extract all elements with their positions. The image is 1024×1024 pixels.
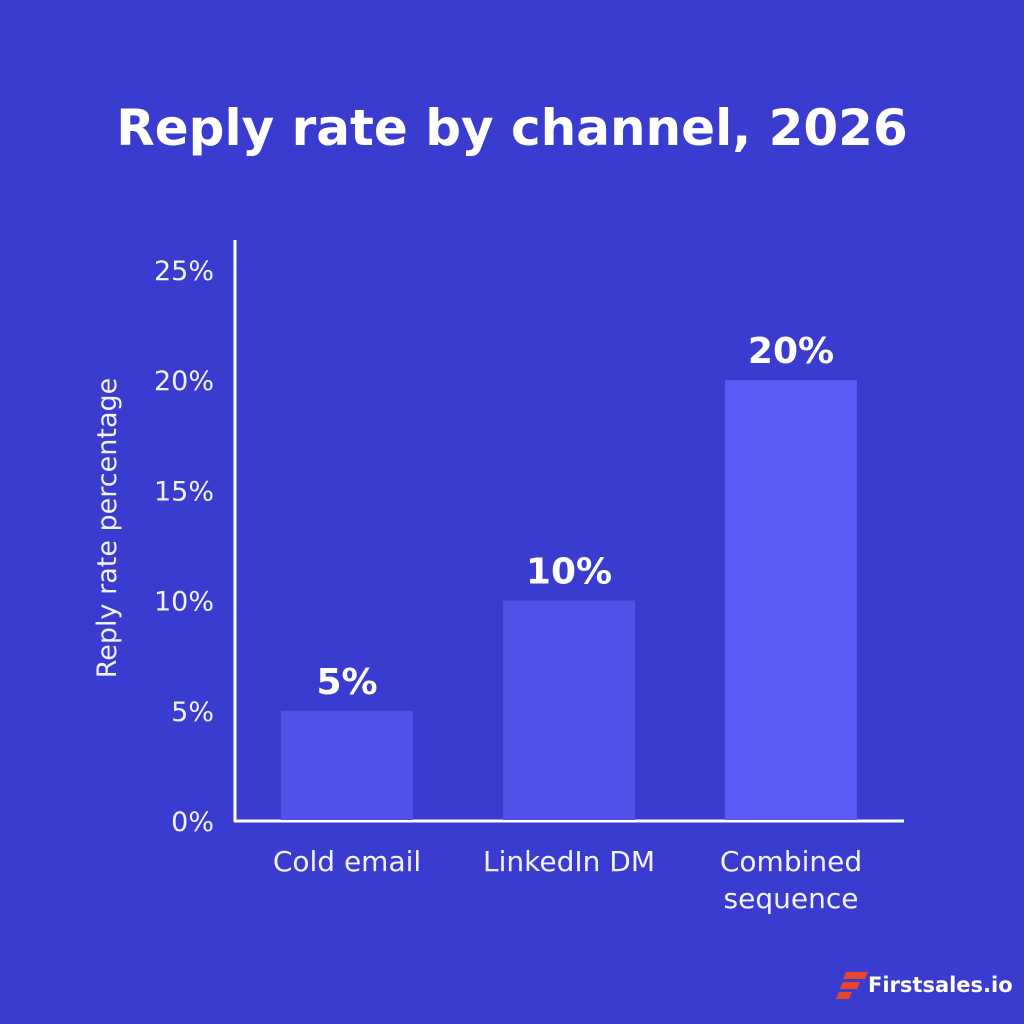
data-label: 20%: [748, 331, 834, 372]
y-axis-title: Reply rate percentage: [92, 378, 123, 679]
category-label: Combined: [720, 845, 862, 878]
y-tick-label: 15%: [154, 476, 214, 507]
bars: [281, 380, 857, 820]
y-tick-label: 5%: [171, 697, 214, 728]
bar: [281, 710, 413, 820]
y-tick-label: 0%: [171, 807, 214, 838]
category-labels: Cold email LinkedIn DM Combined sequence: [273, 845, 862, 915]
data-label: 10%: [526, 552, 612, 593]
y-tick-label: 10%: [154, 587, 214, 618]
axes: [233, 240, 904, 823]
firstsales-logo-icon: [836, 972, 868, 999]
chart-title: Reply rate by channel, 2026: [116, 99, 908, 157]
y-tick-label: 25%: [154, 256, 214, 287]
data-label: 5%: [316, 662, 377, 703]
bar: [725, 380, 857, 820]
bar: [503, 600, 635, 820]
category-label: Cold email: [273, 845, 421, 878]
category-label: LinkedIn DM: [483, 845, 655, 878]
data-labels: 5% 10% 20%: [316, 331, 834, 703]
brand-name: Firstsales.io: [868, 973, 1013, 997]
y-tick-label: 20%: [154, 366, 214, 397]
brand-watermark: Firstsales.io: [836, 972, 1013, 999]
y-tick-labels: 0% 5% 10% 15% 20% 25%: [154, 256, 214, 838]
category-label: sequence: [724, 882, 859, 915]
